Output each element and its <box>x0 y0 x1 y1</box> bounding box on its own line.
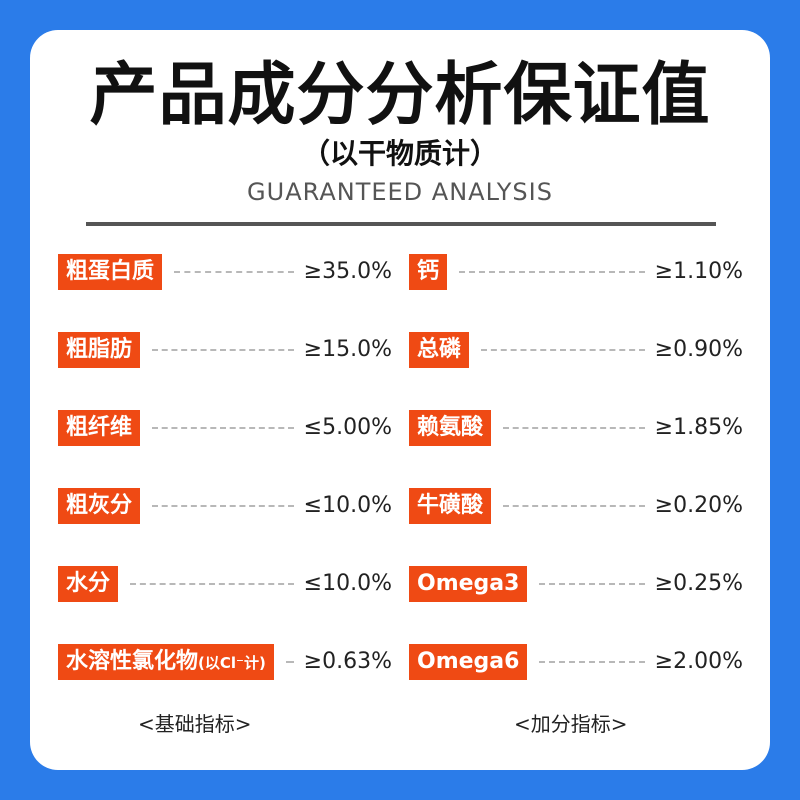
analysis-card: 产品成分分析保证值 （以干物质计） GUARANTEED ANALYSIS 粗蛋… <box>30 30 770 770</box>
indicator-label: 粗纤维 <box>58 410 141 446</box>
dashed-leader <box>503 427 645 429</box>
indicator-label: 粗脂肪 <box>58 332 141 368</box>
indicator-value: ≥0.20% <box>654 493 743 518</box>
dashed-leader <box>481 349 645 351</box>
indicator-row: 钙 ≥1.10% <box>409 254 743 332</box>
indicator-label: 赖氨酸 <box>409 410 492 446</box>
indicator-row: Omega6 ≥2.00% <box>409 644 743 722</box>
indicator-value: ≥35.0% <box>303 259 392 284</box>
indicator-value: ≥1.10% <box>654 259 743 284</box>
indicator-value: ≥0.90% <box>654 337 743 362</box>
indicator-value: ≥2.00% <box>654 649 743 674</box>
indicator-label: 粗蛋白质 <box>58 254 163 290</box>
indicator-value: ≤10.0% <box>303 571 392 596</box>
dashed-leader <box>152 427 294 429</box>
dashed-leader <box>130 583 294 585</box>
english-subtitle: GUARANTEED ANALYSIS <box>247 178 553 206</box>
indicator-row: 粗蛋白质 ≥35.0% <box>58 254 392 332</box>
dashed-leader <box>152 349 294 351</box>
indicator-label: 总磷 <box>409 332 470 368</box>
basic-indicators-caption: <基础指标> <box>138 712 252 736</box>
dashed-leader <box>539 661 645 663</box>
indicator-label: 牛磺酸 <box>409 488 492 524</box>
indicator-value: ≤10.0% <box>303 493 392 518</box>
dashed-leader <box>152 505 294 507</box>
indicator-row: Omega3 ≥0.25% <box>409 566 743 644</box>
indicator-label: Omega6 <box>409 644 528 680</box>
dashed-leader <box>285 661 294 663</box>
indicator-label: 钙 <box>409 254 448 290</box>
dashed-leader <box>174 271 294 273</box>
indicator-value: ≥0.25% <box>654 571 743 596</box>
indicator-row: 水分 ≤10.0% <box>58 566 392 644</box>
indicator-label: 水分 <box>58 566 119 602</box>
dashed-leader <box>459 271 645 273</box>
basic-indicators-column: 粗蛋白质 ≥35.0% 粗脂肪 ≥15.0% 粗纤维 ≤5.00% 粗灰分 ≤1… <box>58 254 392 722</box>
extra-indicators-caption: <加分指标> <box>514 712 628 736</box>
indicator-row: 粗灰分 ≤10.0% <box>58 488 392 566</box>
indicator-label-note: (以Cl⁻计) <box>198 654 266 672</box>
indicator-row: 粗纤维 ≤5.00% <box>58 410 392 488</box>
indicator-row: 总磷 ≥0.90% <box>409 332 743 410</box>
dashed-leader <box>503 505 645 507</box>
indicator-label: 粗灰分 <box>58 488 141 524</box>
indicator-row: 水溶性氯化物(以Cl⁻计) ≥0.63% <box>58 644 392 722</box>
indicator-row: 粗脂肪 ≥15.0% <box>58 332 392 410</box>
title-divider <box>86 222 716 226</box>
page-title: 产品成分分析保证值 <box>89 56 711 135</box>
indicator-row: 牛磺酸 ≥0.20% <box>409 488 743 566</box>
dashed-leader <box>539 583 645 585</box>
indicator-label: 水溶性氯化物(以Cl⁻计) <box>58 644 274 680</box>
indicator-value: ≥0.63% <box>303 649 392 674</box>
indicator-value: ≥15.0% <box>303 337 392 362</box>
indicator-value: ≥1.85% <box>654 415 743 440</box>
indicator-label: Omega3 <box>409 566 528 602</box>
indicator-value: ≤5.00% <box>303 415 392 440</box>
indicator-label-name: 水溶性氯化物 <box>66 649 199 674</box>
extra-indicators-column: 钙 ≥1.10% 总磷 ≥0.90% 赖氨酸 ≥1.85% 牛磺酸 ≥0.20%… <box>409 254 743 722</box>
page-subtitle: （以干物质计） <box>301 137 498 170</box>
indicator-row: 赖氨酸 ≥1.85% <box>409 410 743 488</box>
